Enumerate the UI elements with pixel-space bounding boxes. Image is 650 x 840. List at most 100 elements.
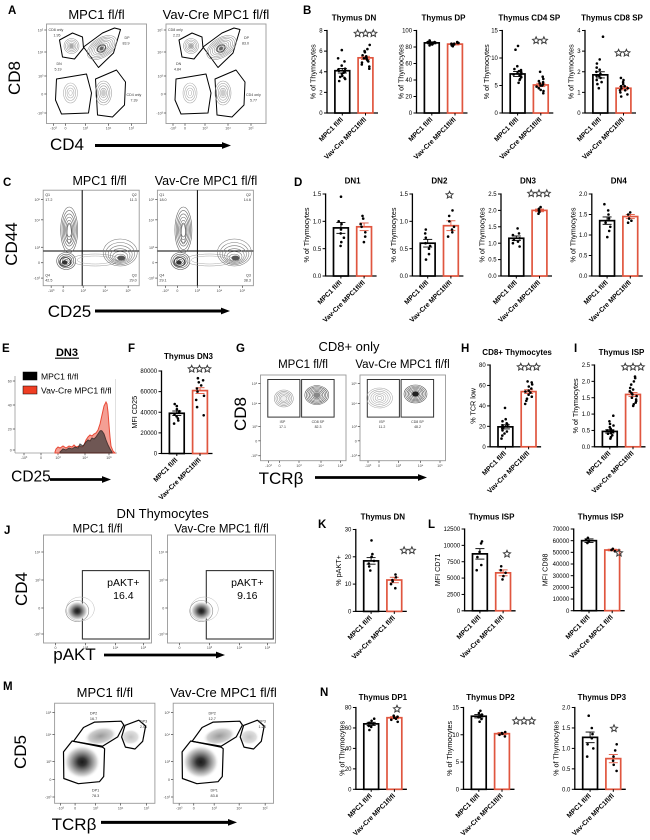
svg-text:Q2: Q2: [246, 193, 251, 197]
svg-text:Q1: Q1: [159, 193, 164, 197]
svg-text:20: 20: [8, 428, 12, 432]
svg-text:-10³: -10³: [162, 289, 169, 293]
svg-text:10³: 10³: [38, 75, 44, 79]
svg-text:7500: 7500: [447, 560, 461, 566]
svg-text:11.3: 11.3: [130, 198, 137, 202]
svg-text:TCRβ: TCRβ: [259, 469, 304, 488]
svg-text:0: 0: [577, 111, 581, 117]
svg-text:2.01: 2.01: [140, 725, 147, 729]
svg-text:0: 0: [65, 127, 67, 131]
svg-text:CD4 only: CD4 only: [246, 93, 261, 97]
svg-text:DN1: DN1: [345, 177, 362, 186]
svg-text:60: 60: [479, 384, 486, 390]
svg-text:1.0: 1.0: [579, 233, 588, 239]
svg-text:10⁵: 10⁵: [157, 29, 163, 33]
svg-text:10⁵: 10⁵: [248, 127, 254, 131]
svg-text:2.0: 2.0: [582, 379, 591, 385]
svg-text:Thymus DP3: Thymus DP3: [578, 693, 627, 702]
svg-text:10⁴: 10⁴: [318, 464, 324, 468]
svg-text:1.24: 1.24: [259, 725, 266, 729]
svg-text:10⁴: 10⁴: [225, 127, 231, 131]
svg-text:17.1: 17.1: [279, 425, 286, 429]
svg-text:-10³: -10³: [34, 277, 41, 281]
svg-text:0: 0: [348, 610, 352, 616]
svg-text:Q4: Q4: [159, 274, 164, 278]
svg-text:0: 0: [495, 111, 499, 117]
svg-text:Thymus CD8 SP: Thymus CD8 SP: [581, 14, 643, 23]
svg-text:DP2: DP2: [90, 712, 97, 716]
svg-text:10³: 10³: [46, 760, 52, 764]
svg-text:80: 80: [405, 45, 412, 51]
svg-text:1.0: 1.0: [582, 412, 591, 418]
svg-text:0: 0: [279, 464, 281, 468]
svg-text:10⁴: 10⁴: [252, 402, 258, 406]
svg-text:10⁴: 10⁴: [102, 289, 108, 293]
svg-text:10: 10: [345, 582, 352, 588]
svg-text:DN2: DN2: [431, 177, 448, 186]
svg-text:4: 4: [577, 29, 581, 35]
svg-text:0: 0: [457, 609, 461, 615]
svg-text:0: 0: [55, 646, 57, 650]
svg-text:20000: 20000: [140, 431, 157, 437]
svg-text:CD8 SP: CD8 SP: [411, 420, 424, 424]
svg-text:J: J: [4, 525, 10, 537]
svg-text:60000: 60000: [140, 390, 157, 396]
svg-text:0: 0: [152, 261, 154, 265]
svg-text:C: C: [3, 177, 11, 189]
svg-text:10⁵: 10⁵: [106, 456, 112, 460]
svg-text:10³: 10³: [149, 246, 155, 250]
svg-text:10: 10: [491, 56, 498, 62]
svg-text:Vav-Cre MPC1 fl/fl: Vav-Cre MPC1 fl/fl: [174, 524, 268, 536]
svg-text:0: 0: [184, 127, 186, 131]
svg-text:CD25: CD25: [48, 302, 91, 321]
svg-text:F: F: [128, 343, 135, 355]
svg-text:DP1: DP1: [92, 789, 99, 793]
svg-text:10⁴: 10⁴: [418, 464, 424, 468]
svg-text:0: 0: [62, 289, 64, 293]
svg-text:Thymus CD4 SP: Thymus CD4 SP: [498, 14, 560, 23]
svg-text:0: 0: [378, 464, 380, 468]
svg-text:MPC1 fl/fl: MPC1 fl/fl: [77, 685, 133, 700]
svg-text:-10³: -10³: [156, 112, 163, 116]
svg-text:MPC1 fl/fl: MPC1 fl/fl: [73, 174, 127, 188]
svg-text:CD5: CD5: [11, 735, 30, 769]
svg-text:-10³: -10³: [57, 807, 64, 811]
svg-text:10³: 10³: [202, 127, 208, 131]
svg-text:7.39: 7.39: [131, 99, 138, 103]
svg-text:20: 20: [345, 767, 352, 773]
svg-text:0: 0: [456, 787, 460, 793]
svg-text:DP: DP: [244, 36, 250, 40]
svg-text:1.5: 1.5: [562, 726, 571, 732]
svg-text:0: 0: [49, 778, 51, 782]
svg-text:10⁵: 10⁵: [38, 29, 44, 33]
svg-text:70000: 70000: [553, 527, 570, 533]
svg-text:CD4 only: CD4 only: [127, 93, 142, 97]
svg-text:MFI CD25: MFI CD25: [130, 396, 139, 429]
svg-text:82.3: 82.3: [315, 425, 322, 429]
svg-text:10⁵: 10⁵: [46, 711, 52, 715]
svg-text:0.0: 0.0: [582, 445, 591, 451]
svg-text:E: E: [2, 343, 10, 355]
svg-text:1.95: 1.95: [54, 34, 61, 38]
svg-text:Q1: Q1: [45, 193, 50, 197]
svg-text:Thymus DN: Thymus DN: [332, 14, 377, 23]
svg-text:0.0: 0.0: [313, 274, 322, 280]
svg-text:1: 1: [577, 90, 581, 96]
svg-text:CD44: CD44: [2, 222, 21, 265]
svg-text:-10³: -10³: [158, 633, 165, 637]
svg-text:DN Thymocytes: DN Thymocytes: [116, 506, 209, 521]
svg-text:40000: 40000: [553, 562, 570, 568]
svg-text:-10³: -10³: [37, 112, 44, 116]
svg-text:0: 0: [319, 111, 323, 117]
svg-text:10⁴: 10⁴: [157, 51, 163, 55]
svg-text:10⁵: 10⁵: [35, 198, 41, 202]
svg-text:Q3: Q3: [246, 274, 251, 278]
svg-text:18.0: 18.0: [159, 198, 166, 202]
svg-text:0.5: 0.5: [562, 767, 571, 773]
svg-text:10³: 10³: [81, 289, 87, 293]
svg-text:2.0: 2.0: [488, 209, 497, 215]
svg-text:2.5: 2.5: [582, 363, 591, 369]
svg-text:3: 3: [577, 49, 581, 55]
svg-text:CD8+ Thymocytes: CD8+ Thymocytes: [482, 348, 552, 357]
svg-text:-10³: -10³: [350, 454, 357, 458]
